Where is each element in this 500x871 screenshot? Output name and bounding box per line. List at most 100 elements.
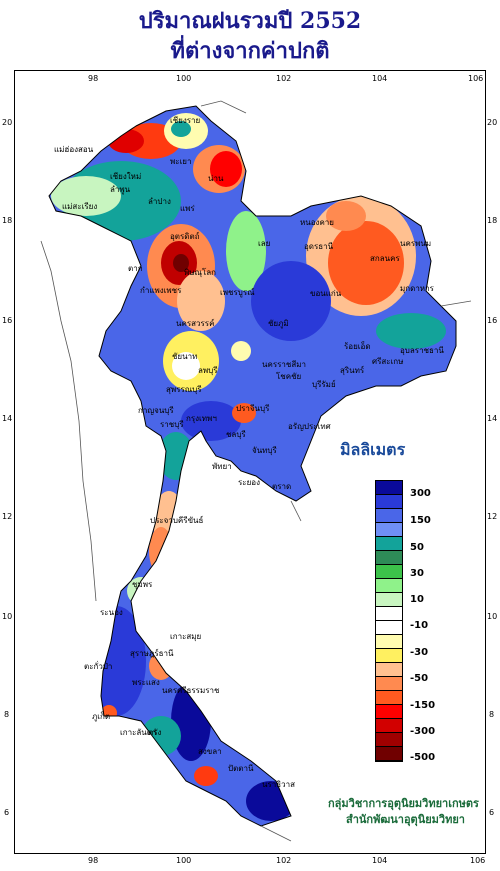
legend-label: -10 bbox=[410, 620, 429, 631]
province-label: ประจวบคีรีขันธ์ bbox=[150, 516, 204, 525]
tick-left-10: 10 bbox=[2, 612, 13, 621]
tick-bottom-102: 102 bbox=[276, 856, 292, 865]
province-label: น่าน bbox=[208, 174, 224, 183]
province-label: โชคชัย bbox=[276, 372, 302, 381]
province-label: กำแพงเพชร bbox=[140, 286, 182, 295]
province-label: ระยอง bbox=[238, 478, 260, 487]
province-label: ตรัง bbox=[148, 728, 162, 737]
province-label: ชลบุรี bbox=[226, 430, 246, 439]
legend-swatch bbox=[376, 635, 402, 649]
province-label: ปราจีนบุรี bbox=[236, 404, 270, 413]
province-label: ขอนแก่น bbox=[310, 289, 342, 298]
province-label: เชียงราย bbox=[170, 116, 201, 125]
tick-top-106: 106 bbox=[468, 74, 484, 83]
legend-swatch bbox=[376, 495, 402, 509]
province-label: จันทบุรี bbox=[252, 446, 277, 455]
tick-right-10: 10 bbox=[487, 612, 498, 621]
province-label: พะเยา bbox=[170, 157, 192, 166]
legend-swatch bbox=[376, 565, 402, 579]
tick-left-6: 6 bbox=[4, 808, 10, 817]
province-label: ภูเก็ต bbox=[92, 712, 111, 721]
tick-bottom-104: 104 bbox=[372, 856, 388, 865]
legend-swatch bbox=[376, 607, 402, 621]
province-label: ตะกั่วป่า bbox=[84, 662, 113, 671]
province-label: เกาะสมุย bbox=[170, 632, 202, 641]
tick-bottom-98: 98 bbox=[88, 856, 99, 865]
province-label: พัทยา bbox=[212, 462, 232, 471]
credit-line1: กลุ่มวิชาการอุตุนิยมวิทยาเกษตร bbox=[328, 797, 479, 810]
legend-label: 300 bbox=[410, 488, 431, 499]
legend-swatch bbox=[376, 733, 402, 747]
tick-top-100: 100 bbox=[176, 74, 192, 83]
legend-label: 30 bbox=[410, 568, 424, 579]
province-label: พระแสง bbox=[132, 678, 160, 687]
province-label: กาญจนบุรี bbox=[138, 406, 174, 415]
province-label: เกาะลันตา bbox=[120, 728, 157, 737]
tick-bottom-106: 106 bbox=[470, 856, 486, 865]
province-label: สุราษฎร์ธานี bbox=[130, 649, 174, 658]
province-label: นครศรีธรรมราช bbox=[162, 686, 220, 695]
legend-label: -30 bbox=[410, 647, 429, 658]
province-label: นครสวรรค์ bbox=[176, 319, 215, 328]
province-label: ปัตตานี bbox=[228, 764, 254, 773]
province-label: บุรีรัมย์ bbox=[312, 380, 336, 389]
tick-top-104: 104 bbox=[372, 74, 388, 83]
province-label: ราชบุรี bbox=[160, 420, 184, 429]
province-label: อุบลราชธานี bbox=[400, 346, 444, 355]
tick-right-14: 14 bbox=[487, 414, 498, 423]
legend-label: -500 bbox=[410, 752, 436, 763]
province-label: หนองคาย bbox=[300, 218, 334, 227]
province-label: ลพบุรี bbox=[198, 366, 218, 375]
province-label: เพชรบูรณ์ bbox=[220, 288, 255, 297]
legend-label: 150 bbox=[410, 515, 431, 526]
tick-right-16: 16 bbox=[487, 316, 498, 325]
legend-label: -50 bbox=[410, 673, 429, 684]
tick-left-20: 20 bbox=[2, 118, 13, 127]
tick-right-20: 20 bbox=[487, 118, 498, 127]
province-label: ลำปาง bbox=[148, 197, 171, 206]
tick-top-98: 98 bbox=[88, 74, 99, 83]
legend-swatch bbox=[376, 551, 402, 565]
legend-swatch bbox=[376, 677, 402, 691]
legend-label: -300 bbox=[410, 726, 436, 737]
legend-label: -150 bbox=[410, 700, 436, 711]
province-label: อุตรดิตถ์ bbox=[170, 232, 200, 241]
province-label: กรุงเทพฯ bbox=[186, 414, 217, 423]
province-label: สุพรรณบุรี bbox=[166, 385, 202, 394]
province-label: สกลนคร bbox=[370, 254, 400, 263]
province-label: ชัยนาท bbox=[172, 352, 198, 361]
province-label: ชุมพร bbox=[132, 580, 153, 589]
legend-swatch bbox=[376, 481, 402, 495]
legend-swatch bbox=[376, 537, 402, 551]
tick-right-12: 12 bbox=[487, 512, 498, 521]
map-title-line2: ที่ต่างจากค่าปกติ bbox=[170, 38, 330, 64]
province-label: เลย bbox=[258, 239, 271, 248]
legend-swatch bbox=[376, 523, 402, 537]
legend-swatch bbox=[376, 691, 402, 705]
tick-left-14: 14 bbox=[2, 414, 13, 423]
legend-swatch bbox=[376, 719, 402, 733]
legend-label: 10 bbox=[410, 594, 424, 605]
legend-label: 50 bbox=[410, 542, 424, 553]
legend-color-bar bbox=[375, 480, 403, 762]
legend-swatch bbox=[376, 747, 402, 761]
province-label: มุกดาหาร bbox=[400, 284, 434, 293]
province-label: ชัยภูมิ bbox=[268, 319, 289, 328]
province-label: นราธิวาส bbox=[262, 780, 296, 789]
province-label: ศรีสะเกษ bbox=[372, 357, 404, 366]
province-label: ลำพูน bbox=[110, 185, 131, 194]
province-label: ตาก bbox=[128, 264, 143, 273]
province-label: สงขลา bbox=[198, 747, 222, 756]
legend-swatch bbox=[376, 593, 402, 607]
tick-left-16: 16 bbox=[2, 316, 13, 325]
tick-left-8: 8 bbox=[4, 710, 10, 719]
province-label: แม่ฮ่องสอน bbox=[54, 145, 94, 154]
province-label: เชียงใหม่ bbox=[110, 172, 142, 181]
province-label: พิษณุโลก bbox=[184, 268, 217, 277]
credit-line2: สำนักพัฒนาอุตุนิยมวิทยา bbox=[346, 813, 465, 826]
tick-bottom-100: 100 bbox=[176, 856, 192, 865]
legend-swatch bbox=[376, 621, 402, 635]
tick-right-8: 8 bbox=[489, 710, 495, 719]
province-label: ตราด bbox=[272, 482, 292, 491]
map-title-line1: ปริมาณฝนรวมปี 2552 bbox=[138, 8, 362, 34]
